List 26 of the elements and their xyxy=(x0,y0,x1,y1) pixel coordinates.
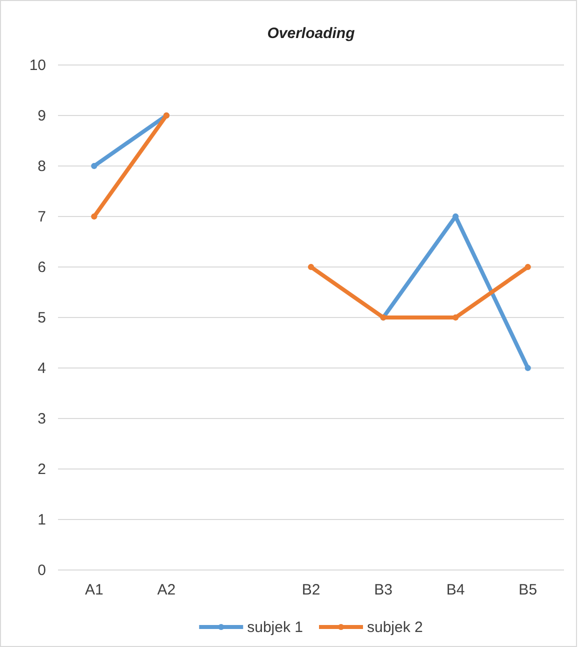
y-tick-label: 2 xyxy=(38,460,46,478)
y-tick-label: 3 xyxy=(38,410,46,428)
y-tick-label: 10 xyxy=(29,56,46,74)
point xyxy=(524,264,531,270)
x-tick-label: B5 xyxy=(518,582,538,599)
y-tick-label: 4 xyxy=(38,360,46,377)
point xyxy=(524,364,531,372)
y-tick-label: 9 xyxy=(38,107,46,124)
y-tick-label: 8 xyxy=(38,158,46,175)
point xyxy=(452,314,459,321)
legend-label: subjek 1 xyxy=(247,619,303,636)
y-tick-label: 0 xyxy=(38,562,46,579)
x-tick-label: A1 xyxy=(84,582,104,599)
y-tick-label: 6 xyxy=(38,258,46,276)
x-tick-label: B3 xyxy=(374,582,392,599)
y-tick-label: 1 xyxy=(38,511,46,528)
x-tick-label: B2 xyxy=(302,582,320,599)
x-tick-label: A2 xyxy=(157,582,176,599)
x-tick-label: B4 xyxy=(446,582,465,599)
chart-title: Overloading xyxy=(267,25,355,42)
legend-label: subjek 2 xyxy=(367,619,423,636)
point xyxy=(91,162,98,170)
y-tick-label: 5 xyxy=(38,309,46,326)
y-tick-label: 7 xyxy=(38,208,46,226)
point xyxy=(91,213,98,220)
point xyxy=(308,264,314,270)
